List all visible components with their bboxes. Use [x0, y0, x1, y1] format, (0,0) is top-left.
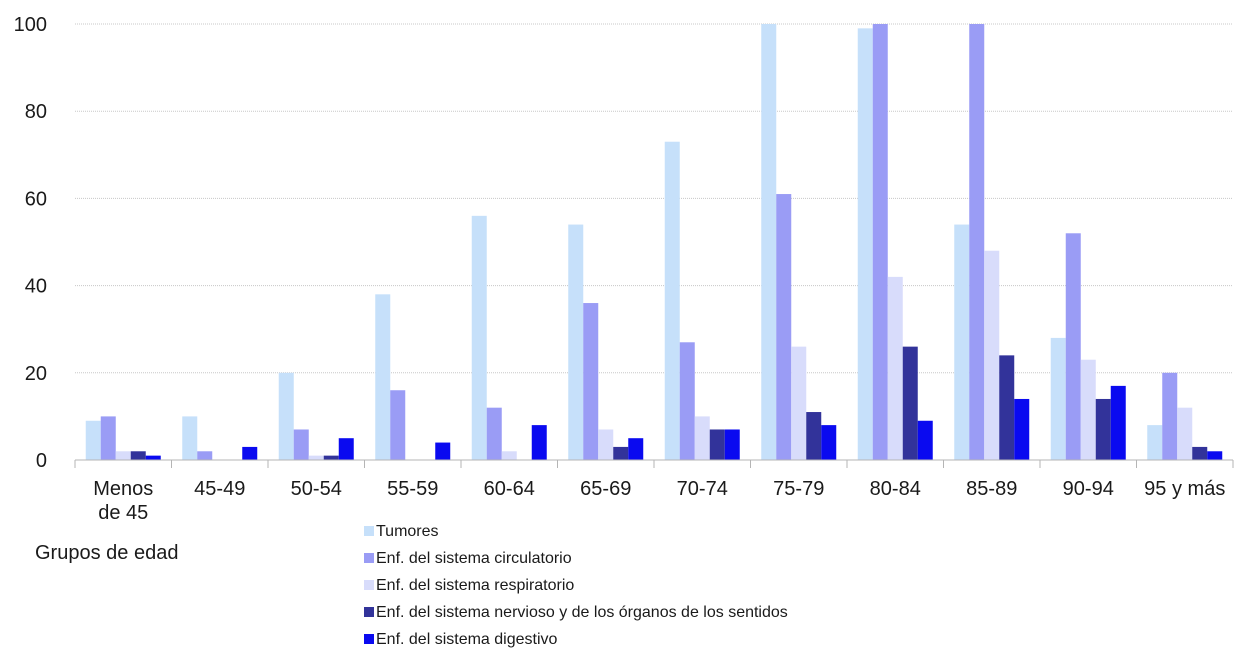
- x-tick-label: 95 y más: [1144, 478, 1225, 500]
- bar: [725, 429, 740, 460]
- y-tick-labels: 0 20 40 60 80 100: [14, 14, 47, 472]
- y-tick-label: 60: [25, 188, 47, 210]
- x-tick-label: 90-94: [1063, 478, 1114, 500]
- bar: [309, 456, 324, 460]
- legend-label: Enf. del sistema nervioso y de los órgan…: [376, 604, 788, 621]
- legend-label: Enf. del sistema circulatorio: [376, 550, 572, 567]
- bar: [1014, 399, 1029, 460]
- bar: [339, 438, 354, 460]
- y-tick-label: 80: [25, 101, 47, 123]
- x-tick-label: Menos: [93, 478, 153, 500]
- bar: [1051, 338, 1066, 460]
- bar: [472, 216, 487, 460]
- bar: [1162, 373, 1177, 460]
- legend-label: Enf. del sistema digestivo: [376, 631, 558, 648]
- bar: [487, 408, 502, 460]
- y-tick-label: 0: [36, 450, 47, 472]
- bar: [665, 142, 680, 460]
- bar: [680, 342, 695, 460]
- bar: [791, 347, 806, 460]
- y-tick-label: 20: [25, 363, 47, 385]
- bar: [1177, 408, 1192, 460]
- legend-swatch: [364, 607, 374, 617]
- legend-swatch: [364, 526, 374, 536]
- bar: [888, 277, 903, 460]
- bar: [1192, 447, 1207, 460]
- bar: [146, 456, 161, 460]
- bar: [390, 390, 405, 460]
- bar: [695, 416, 710, 460]
- bar: [294, 429, 309, 460]
- bar: [628, 438, 643, 460]
- bar: [761, 24, 776, 460]
- bar: [279, 373, 294, 460]
- legend-swatch: [364, 580, 374, 590]
- x-tick-label: 75-79: [773, 478, 824, 500]
- bar: [806, 412, 821, 460]
- x-tick-label: 80-84: [870, 478, 921, 500]
- bar: [324, 456, 339, 460]
- x-tick-label: 55-59: [387, 478, 438, 500]
- bar: [1081, 360, 1096, 460]
- bar: [131, 451, 146, 460]
- bar: [969, 24, 984, 460]
- bar: [101, 416, 116, 460]
- bar: [710, 429, 725, 460]
- bar: [1111, 386, 1126, 460]
- bar: [116, 451, 131, 460]
- bar: [375, 294, 390, 460]
- legend-swatch: [364, 634, 374, 644]
- bar: [954, 225, 969, 460]
- bars: [86, 24, 1223, 460]
- bar: [918, 421, 933, 460]
- bar: [242, 447, 257, 460]
- bar: [197, 451, 212, 460]
- gridlines: [75, 24, 1233, 373]
- bar: [568, 225, 583, 460]
- bar: [873, 24, 888, 460]
- bar: [1096, 399, 1111, 460]
- y-tick-label: 100: [14, 14, 47, 36]
- axes: [75, 460, 1233, 468]
- bar: [598, 429, 613, 460]
- bar: [1207, 451, 1222, 460]
- x-tick-label: de 45: [98, 502, 148, 524]
- legend-label: Enf. del sistema respiratorio: [376, 577, 574, 594]
- bar: [613, 447, 628, 460]
- bar: [984, 251, 999, 460]
- x-tick-label: 45-49: [194, 478, 245, 500]
- x-tick-label: 85-89: [966, 478, 1017, 500]
- x-tick-label: 50-54: [291, 478, 342, 500]
- bar: [858, 28, 873, 460]
- bar: [776, 194, 791, 460]
- bar: [999, 355, 1014, 460]
- y-tick-label: 40: [25, 276, 47, 298]
- bar: [821, 425, 836, 460]
- x-tick-label: 60-64: [484, 478, 535, 500]
- legend-label: Tumores: [376, 523, 439, 540]
- bar: [903, 347, 918, 460]
- bar: [182, 416, 197, 460]
- bar: [502, 451, 517, 460]
- bar: [1147, 425, 1162, 460]
- bar: [435, 443, 450, 460]
- bar: [583, 303, 598, 460]
- x-tick-label: 65-69: [580, 478, 631, 500]
- legend: Tumores Enf. del sistema circulatorio Enf.…: [364, 523, 788, 648]
- x-axis-title: Grupos de edad: [35, 542, 178, 564]
- bar: [86, 421, 101, 460]
- x-tick-label: 70-74: [677, 478, 728, 500]
- bar: [532, 425, 547, 460]
- bar: [1066, 233, 1081, 460]
- legend-swatch: [364, 553, 374, 563]
